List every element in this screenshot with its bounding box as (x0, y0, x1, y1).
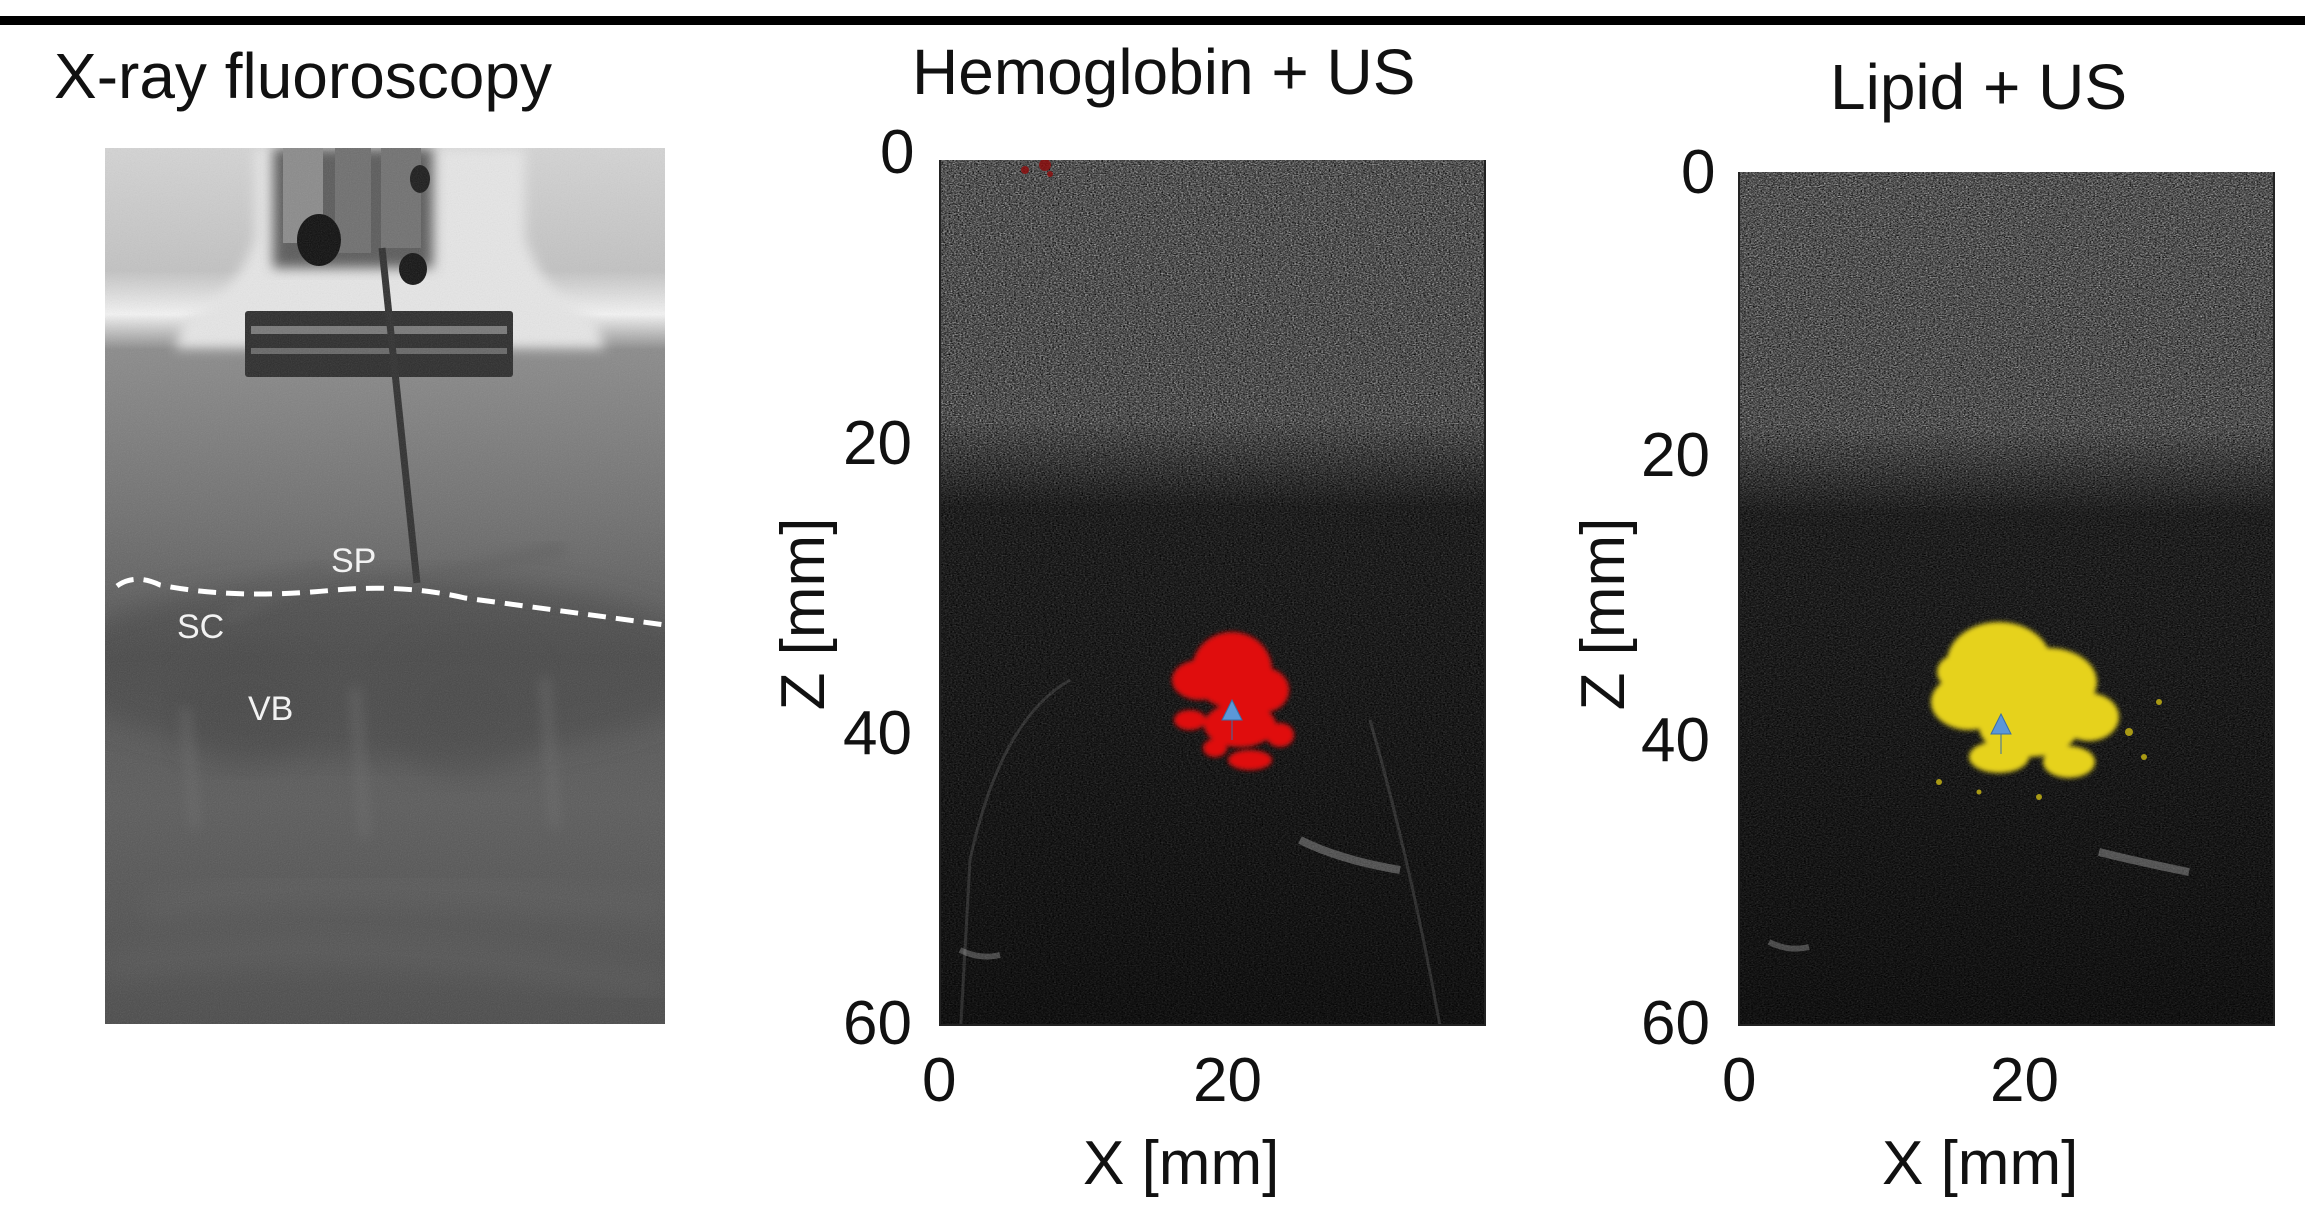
lipid-frame-right (2273, 172, 2275, 1026)
lipid-xtick-20: 20 (1990, 1050, 2059, 1112)
hemoglobin-xtick-20: 20 (1193, 1050, 1262, 1112)
xray-image: SP SC VB (105, 148, 665, 1024)
hemoglobin-ytick-0: 0 (880, 122, 914, 184)
top-rule (0, 16, 2305, 25)
lipid-y-axis (1738, 172, 1740, 1026)
hemoglobin-x-axis (939, 1024, 1486, 1026)
hemoglobin-xtick-0: 0 (922, 1050, 956, 1112)
label-vb: VB (248, 690, 293, 728)
lipid-panel-title: Lipid + US (1830, 55, 2127, 119)
hemoglobin-xlabel: X [mm] (1083, 1133, 1279, 1195)
hemoglobin-ytick-60: 60 (843, 993, 912, 1055)
lipid-ytick-0: 0 (1681, 142, 1715, 204)
label-sp: SP (331, 542, 376, 580)
hemoglobin-ylabel: Z [mm] (773, 494, 835, 734)
xray-panel-title: X-ray fluoroscopy (54, 44, 552, 108)
hemoglobin-y-axis (939, 160, 941, 1026)
hemoglobin-ytick-40: 40 (843, 703, 912, 765)
lipid-ylabel: Z [mm] (1573, 494, 1635, 734)
label-sc: SC (177, 608, 224, 646)
lipid-xlabel: X [mm] (1882, 1133, 2078, 1195)
hemoglobin-us-image (940, 160, 1485, 1026)
lipid-ytick-40: 40 (1641, 710, 1710, 772)
hemoglobin-frame-right (1484, 160, 1486, 1026)
hemoglobin-ytick-20: 20 (843, 413, 912, 475)
lipid-ytick-20: 20 (1641, 425, 1710, 487)
lipid-x-axis (1738, 1024, 2275, 1026)
lipid-us-image (1739, 172, 2274, 1026)
lipid-ytick-60: 60 (1641, 993, 1710, 1055)
lipid-xtick-0: 0 (1722, 1050, 1756, 1112)
hemoglobin-panel-title: Hemoglobin + US (912, 40, 1415, 104)
